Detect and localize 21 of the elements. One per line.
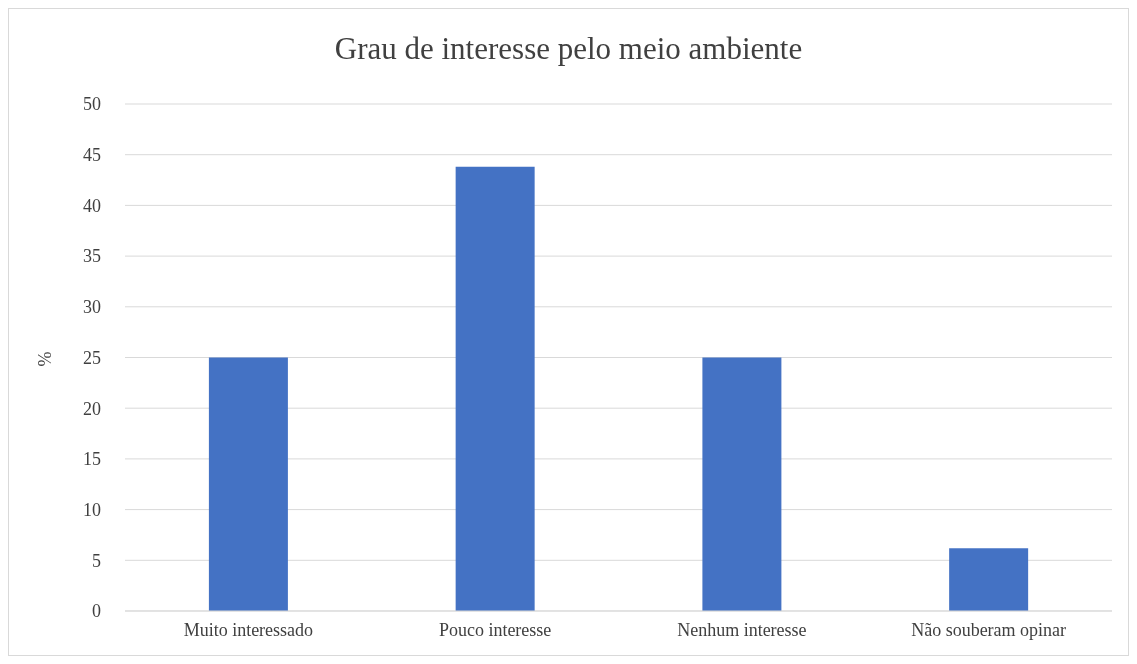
y-tick-label: 45 [83, 145, 101, 166]
y-tick-label: 35 [83, 246, 101, 267]
x-tick-label: Pouco interesse [438, 619, 552, 640]
y-tick-label: 10 [83, 499, 101, 520]
y-tick-label: 20 [83, 398, 101, 419]
y-tick-label: 0 [92, 601, 101, 622]
bar [949, 548, 1029, 611]
y-tick-label: 5 [92, 550, 101, 571]
chart-title: Grau de interesse pelo meio ambiente [333, 31, 804, 67]
x-tick-label: Não souberam opinar [911, 619, 1067, 640]
x-tick-label: Nenhum interesse [677, 619, 807, 640]
y-tick-label: 40 [83, 195, 101, 216]
y-tick-label: 30 [83, 297, 101, 318]
bar [455, 166, 535, 611]
bar [208, 357, 288, 611]
x-tick-label: Muito interessado [183, 619, 314, 640]
y-tick-label: 15 [83, 449, 101, 470]
y-tick-label: 25 [83, 347, 101, 368]
y-axis-title: % [34, 351, 56, 367]
bar [702, 357, 782, 611]
y-tick-label: 50 [83, 94, 101, 115]
